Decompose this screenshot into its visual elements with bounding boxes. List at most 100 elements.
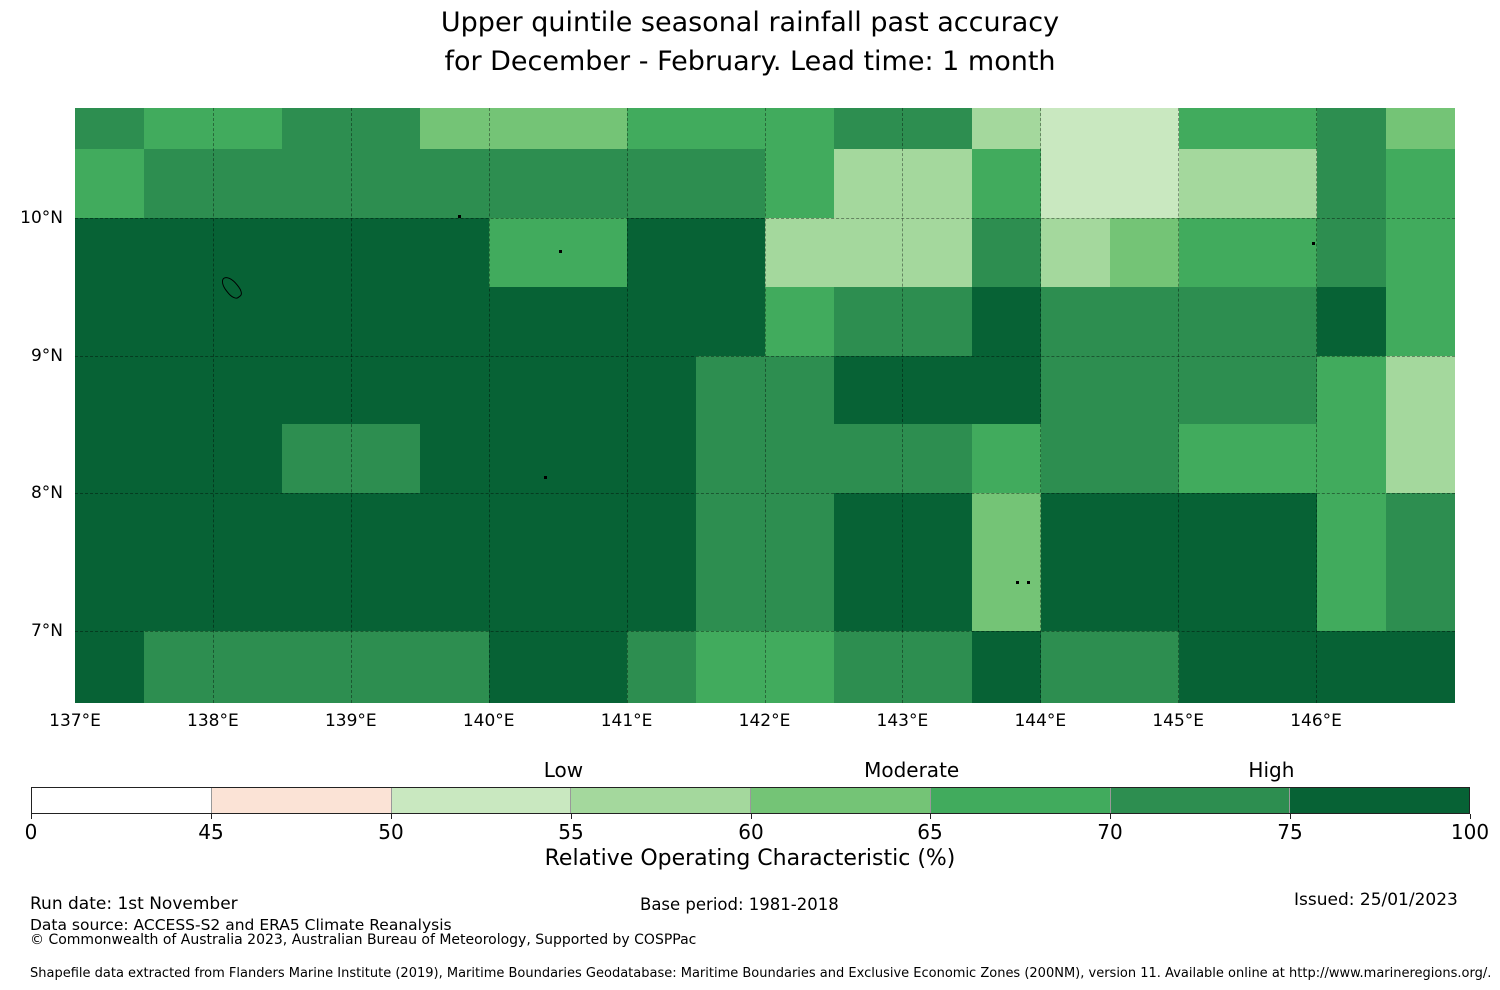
heatmap-cell — [903, 108, 972, 149]
colorbar-segment-50-55 — [391, 788, 572, 813]
heatmap-cell — [489, 424, 558, 493]
colorbar-tick-mark — [930, 814, 931, 819]
heatmap-cell — [834, 424, 903, 493]
colorbar-segment-75-100 — [1290, 788, 1469, 813]
heatmap-cell — [1179, 631, 1248, 703]
heatmap-cell — [627, 356, 696, 424]
colorbar-tick-label: 55 — [558, 820, 584, 844]
colorbar-segment-0-45 — [32, 788, 212, 813]
heatmap-cell — [420, 218, 489, 287]
heatmap-cell — [1317, 562, 1386, 631]
heatmap-cell — [765, 149, 834, 218]
heatmap-cell — [972, 287, 1041, 356]
heatmap-cell — [696, 356, 765, 424]
colorbar-tick-label: 60 — [738, 820, 764, 844]
colorbar-tick-mark — [391, 814, 392, 819]
island-dot — [544, 476, 547, 479]
heatmap-cell — [75, 108, 144, 149]
heatmap-cell — [1248, 108, 1317, 149]
heatmap-cell — [627, 218, 696, 287]
heatmap-cell — [765, 562, 834, 631]
x-tick-label: 145°E — [1152, 711, 1205, 731]
heatmap-cell — [627, 149, 696, 218]
heatmap-cell — [1110, 149, 1179, 218]
parallel-gridline — [75, 356, 1455, 357]
heatmap-cell — [1248, 631, 1317, 703]
heatmap-cell — [972, 356, 1041, 424]
heatmap-cell — [144, 108, 213, 149]
heatmap-cell — [75, 424, 144, 493]
heatmap-cell — [1317, 287, 1386, 356]
heatmap-cell — [834, 562, 903, 631]
parallel-gridline — [75, 218, 1455, 219]
heatmap-cell — [903, 356, 972, 424]
heatmap-cell — [1110, 493, 1179, 562]
heatmap-cell — [489, 493, 558, 562]
heatmap-cell — [834, 108, 903, 149]
heatmap-cell — [144, 218, 213, 287]
heatmap-cell — [1110, 287, 1179, 356]
heatmap-cell — [765, 108, 834, 149]
heatmap-cell — [144, 424, 213, 493]
colorbar-segment-45-50 — [211, 788, 392, 813]
heatmap-cell — [420, 287, 489, 356]
heatmap-cell — [351, 562, 420, 631]
heatmap-cell — [696, 149, 765, 218]
heatmap-cell — [834, 356, 903, 424]
heatmap-cell — [1041, 562, 1110, 631]
heatmap-cell — [489, 631, 558, 703]
colorbar-tick-mark — [1470, 814, 1471, 819]
heatmap-cell — [765, 287, 834, 356]
heatmap-cell — [1317, 149, 1386, 218]
heatmap-cell — [75, 631, 144, 703]
heatmap-cell — [1179, 356, 1248, 424]
heatmap-cell — [627, 631, 696, 703]
heatmap-cell — [1110, 108, 1179, 149]
heatmap-cell — [1179, 149, 1248, 218]
heatmap-cell — [1317, 424, 1386, 493]
heatmap-cell — [903, 562, 972, 631]
heatmap-cell — [489, 108, 558, 149]
heatmap-cell — [903, 631, 972, 703]
heatmap-cell — [558, 631, 627, 703]
colorbar-tick-label: 100 — [1450, 820, 1490, 844]
colorbar-tick-label: 50 — [378, 820, 404, 844]
colorbar-segment-65-70 — [930, 788, 1111, 813]
heatmap-cell — [903, 287, 972, 356]
heatmap-cell — [834, 149, 903, 218]
colorbar-tick-mark — [31, 814, 32, 819]
heatmap-cell — [1317, 356, 1386, 424]
heatmap-cell — [351, 108, 420, 149]
colorbar-segment-60-65 — [751, 788, 931, 813]
colorbar-tick-mark — [751, 814, 752, 819]
y-tick-label: 10°N — [20, 208, 63, 228]
heatmap-cell — [903, 149, 972, 218]
colorbar-tick-mark — [1110, 814, 1111, 819]
heatmap-cell — [972, 149, 1041, 218]
x-tick-label: 143°E — [876, 711, 929, 731]
heatmap-cell — [972, 493, 1041, 562]
heatmap-cell — [282, 631, 351, 703]
heatmap-cell — [420, 562, 489, 631]
colorbar-category-moderate: Moderate — [864, 758, 960, 782]
roc-heatmap-grid — [75, 108, 1455, 703]
heatmap-cell — [351, 287, 420, 356]
chart-title: Upper quintile seasonal rainfall past ac… — [0, 3, 1500, 81]
heatmap-cell — [696, 631, 765, 703]
x-tick-label: 142°E — [738, 711, 791, 731]
meridian-gridline — [489, 108, 490, 703]
heatmap-cell — [1110, 218, 1179, 287]
heatmap-cell — [1317, 108, 1386, 149]
heatmap-cell — [1179, 287, 1248, 356]
heatmap-cell — [1386, 356, 1455, 424]
heatmap-cell — [1179, 218, 1248, 287]
heatmap-cell — [834, 631, 903, 703]
heatmap-cell — [1041, 493, 1110, 562]
meridian-gridline — [213, 108, 214, 703]
heatmap-cell — [351, 149, 420, 218]
run-date-text: Run date: 1st November — [30, 894, 238, 914]
island-dot — [1027, 581, 1030, 584]
colorbar-tick-label: 65 — [917, 820, 943, 844]
heatmap-cell — [282, 218, 351, 287]
heatmap-cell — [696, 493, 765, 562]
